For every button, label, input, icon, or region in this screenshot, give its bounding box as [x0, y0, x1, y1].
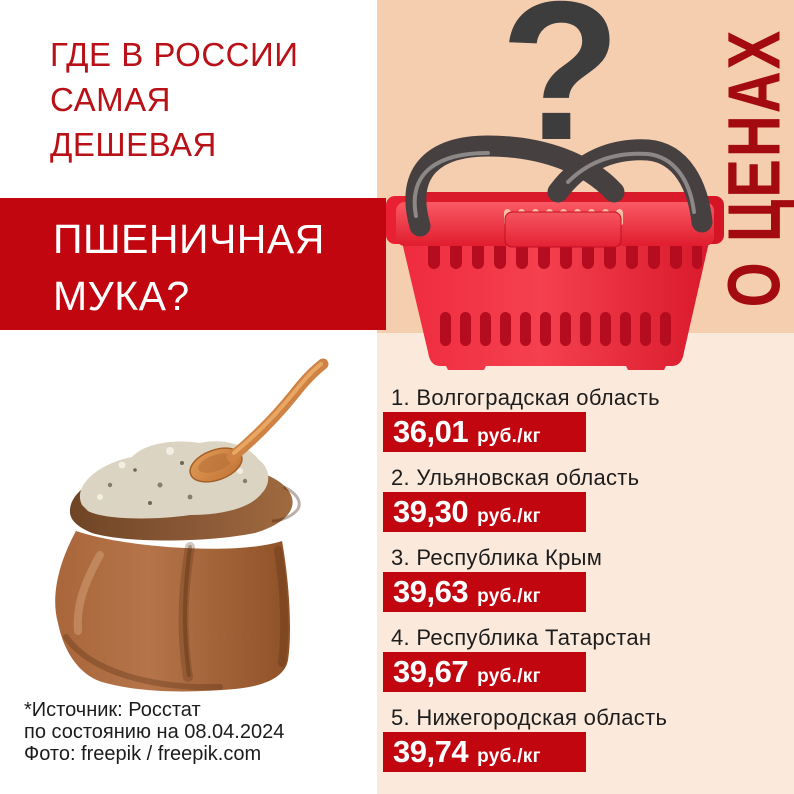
headline-line: ГДЕ В РОССИИ — [50, 36, 299, 73]
headline: ГДЕ В РОССИИ САМАЯ ДЕШЕВАЯ — [50, 32, 298, 167]
price-list: 1. Волгоградская область 36,01 руб./кг 2.… — [383, 386, 667, 786]
source-line: Фото: freepik / freepik.com — [24, 743, 262, 765]
price-bar: 39,67 руб./кг — [383, 652, 586, 692]
price-item-label: 1. Волгоградская область — [391, 385, 660, 410]
flour-bag-image — [55, 358, 329, 692]
price-value: 39,67 — [393, 654, 469, 689]
price-bar: 39,63 руб./кг — [383, 572, 586, 612]
price-item-label: 3. Республика Крым — [391, 545, 603, 570]
price-item-label: 4. Республика Татарстан — [391, 625, 652, 650]
price-item: 2. Ульяновская область 39,30 руб./кг — [383, 466, 667, 532]
price-item: 1. Волгоградская область 36,01 руб./кг — [383, 386, 667, 452]
price-value: 39,74 — [393, 734, 469, 769]
shopping-basket-image — [386, 135, 724, 370]
source-line: по состоянию на 08.04.2024 — [24, 721, 285, 743]
banner-line: ПШЕНИЧНАЯ — [53, 216, 325, 262]
source-note: *Источник: Росстат по состоянию на 08.04… — [24, 699, 284, 765]
price-item: 4. Республика Татарстан 39,67 руб./кг — [383, 626, 667, 692]
price-unit: руб./кг — [477, 586, 541, 607]
price-item-label: 2. Ульяновская область — [391, 465, 640, 490]
source-line: *Источник: Росстат — [24, 699, 201, 721]
headline-line: ДЕШЕВАЯ — [50, 126, 217, 163]
price-unit: руб./кг — [477, 506, 541, 527]
price-unit: руб./кг — [477, 666, 541, 687]
price-unit: руб./кг — [477, 746, 541, 767]
price-value: 36,01 — [393, 414, 469, 449]
headline-line: САМАЯ — [50, 81, 171, 118]
price-bar: 39,30 руб./кг — [383, 492, 586, 532]
price-value: 39,63 — [393, 574, 469, 609]
banner-line: МУКА? — [53, 273, 190, 319]
price-unit: руб./кг — [477, 426, 541, 447]
price-bar: 39,74 руб./кг — [383, 732, 586, 772]
price-item: 5. Нижегородская область 39,74 руб./кг — [383, 706, 667, 772]
price-value: 39,30 — [393, 494, 469, 529]
price-item-label: 5. Нижегородская область — [391, 705, 668, 730]
headline-banner: ПШЕНИЧНАЯ МУКА? — [0, 198, 386, 330]
cream-background-panel — [377, 333, 794, 794]
price-item: 3. Республика Крым 39,63 руб./кг — [383, 546, 667, 612]
vertical-title: О ЦЕНАХ — [712, 28, 794, 308]
price-bar: 36,01 руб./кг — [383, 412, 586, 452]
